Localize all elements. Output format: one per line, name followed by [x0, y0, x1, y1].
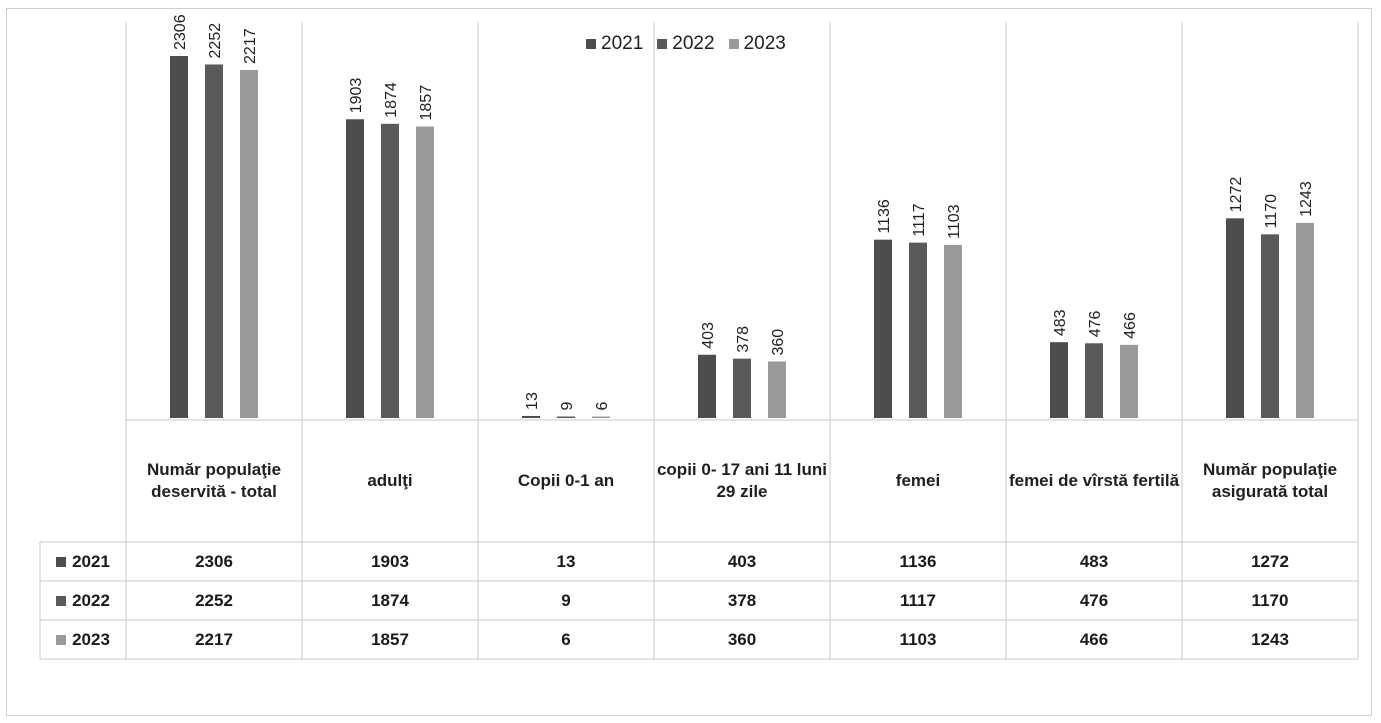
bar-value-label: 1117 — [911, 203, 928, 236]
chart-gridlines — [39, 22, 1359, 660]
legend-item-2022: 2022 — [657, 33, 715, 55]
bar-value-label: 2217 — [242, 28, 259, 64]
bar-value-label: 1170 — [1263, 194, 1280, 229]
table-cell: 2217 — [195, 630, 233, 649]
table-cell: 2306 — [195, 552, 233, 571]
table-cell: 1136 — [899, 552, 937, 571]
row-label: 2023 — [72, 630, 110, 649]
chart-bars — [170, 56, 1314, 419]
bar-value-label: 466 — [1122, 312, 1139, 339]
category-label: Copii 0-1 an — [517, 471, 615, 490]
table-cell: 13 — [556, 552, 576, 571]
bar-value-label: 1857 — [418, 85, 435, 121]
legend-item-2023: 2023 — [728, 33, 786, 55]
category-label: Număr populaţie deservită - total — [146, 460, 282, 501]
category-label: femei de vîrstă fertilă — [1008, 471, 1180, 490]
bar-value-label: 1903 — [348, 78, 365, 114]
bar-value-label: 2252 — [207, 23, 224, 59]
chart-legend: 2021 2022 2023 — [586, 33, 786, 55]
chart-frame — [6, 8, 1372, 716]
bar-2023-1 — [416, 126, 434, 418]
bar-2021-0 — [170, 56, 188, 418]
bar-value-label: 1874 — [383, 82, 400, 118]
bar-2023-4 — [944, 244, 962, 418]
category-label: femei — [895, 471, 941, 490]
table-row-header-2022: 2022 — [44, 583, 122, 619]
legend-swatch — [657, 39, 668, 49]
bar-value-label: 403 — [700, 322, 717, 349]
row-swatch — [56, 635, 67, 645]
bar-value-label: 1136 — [876, 199, 893, 234]
bar-value-label: 1272 — [1228, 177, 1245, 213]
legend-swatch — [586, 39, 596, 49]
row-swatch — [56, 557, 67, 567]
bar-2021-2 — [522, 415, 540, 418]
bar-2022-6 — [1261, 234, 1279, 418]
table-row-header-2021: 2021 — [44, 544, 122, 580]
category-label: Număr populaţie asigurată total — [1202, 460, 1338, 501]
bar-value-label: 2306 — [172, 14, 189, 50]
table-cell: 1272 — [1251, 552, 1289, 571]
bar-value-label: 378 — [735, 326, 752, 353]
category-label: copii 0- 17 ani 11 luni 29 zile — [656, 460, 828, 501]
bar-value-label: 6 — [594, 402, 611, 411]
bar-2022-1 — [381, 123, 399, 418]
bar-2023-6 — [1296, 222, 1314, 418]
table-cell: 1170 — [1251, 591, 1289, 610]
bar-2023-5 — [1120, 344, 1138, 418]
bar-2022-5 — [1085, 343, 1103, 418]
bar-value-label: 360 — [770, 329, 787, 356]
bar-value-label: 1243 — [1298, 181, 1315, 217]
chart-data-labels: 2306 2252 2217 1903 1874 1857 13 9 6 403 378 360 113… — [172, 14, 1315, 410]
row-swatch — [56, 596, 67, 606]
table-cell: 2252 — [195, 591, 233, 610]
bar-2022-4 — [909, 242, 927, 418]
bar-value-label: 483 — [1052, 309, 1069, 336]
table-cell: 1874 — [371, 591, 409, 610]
bar-2021-4 — [874, 239, 892, 418]
table-cell: 9 — [561, 591, 571, 610]
table-cell: 476 — [1079, 591, 1109, 610]
table-cell: 6 — [561, 630, 571, 649]
bar-2022-0 — [205, 64, 223, 418]
table-cell: 483 — [1079, 552, 1109, 571]
bar-value-label: 9 — [559, 402, 576, 411]
legend-item-2021: 2021 — [586, 33, 643, 55]
bar-2023-3 — [768, 361, 786, 418]
table-cell: 1117 — [900, 591, 936, 610]
legend-label: 2022 — [672, 33, 715, 54]
bar-2023-2 — [592, 416, 610, 418]
row-label: 2021 — [72, 552, 110, 571]
bar-2023-0 — [240, 69, 258, 419]
table-cell: 1903 — [371, 552, 409, 571]
table-cell: 1103 — [899, 630, 937, 649]
row-label: 2022 — [72, 591, 110, 610]
bar-2022-3 — [733, 358, 751, 418]
table-cell: 1243 — [1251, 630, 1289, 649]
bar-2021-1 — [346, 119, 364, 418]
table-cell: 403 — [727, 552, 757, 571]
table-row-header-2023: 2023 — [44, 622, 122, 658]
table-cell: 466 — [1079, 630, 1109, 649]
legend-label: 2023 — [743, 33, 786, 54]
bar-value-label: 476 — [1087, 310, 1104, 337]
table-cell: 1857 — [371, 630, 409, 649]
bar-2021-5 — [1050, 342, 1068, 418]
bar-2022-2 — [557, 416, 575, 418]
legend-swatch — [728, 39, 739, 49]
bar-2021-6 — [1226, 218, 1244, 418]
bar-2021-3 — [698, 354, 716, 418]
table-cell: 378 — [727, 591, 757, 610]
bar-value-label: 13 — [524, 392, 541, 410]
legend-label: 2021 — [601, 33, 644, 54]
table-cell: 360 — [727, 630, 757, 649]
category-label: adulţi — [367, 471, 413, 490]
bar-value-label: 1103 — [946, 204, 963, 239]
